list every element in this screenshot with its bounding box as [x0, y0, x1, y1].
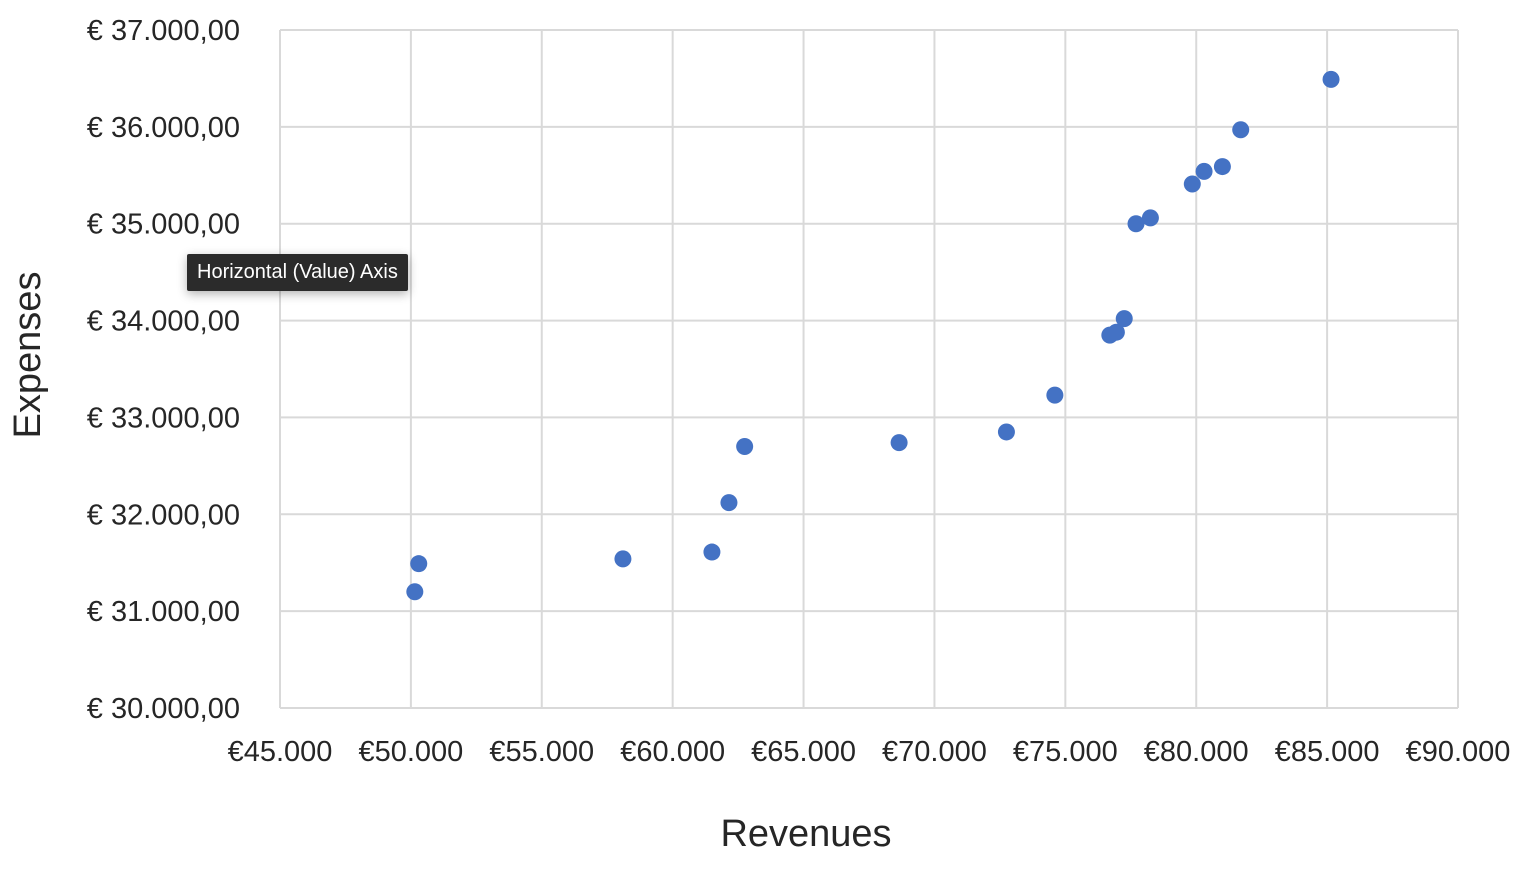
x-tick-label: €90.000 [1406, 736, 1511, 768]
data-point[interactable] [997, 423, 1015, 441]
y-tick-label: € 36.000,00 [87, 112, 240, 144]
x-tick-label: €75.000 [1013, 736, 1118, 768]
y-axis[interactable]: € 30.000,00 € 31.000,00 € 32.000,00 € 33.00… [87, 15, 240, 725]
x-tick-label: €45.000 [228, 736, 333, 768]
data-point[interactable] [410, 555, 428, 573]
data-point[interactable] [1127, 215, 1145, 233]
x-tick-label: €50.000 [358, 736, 463, 768]
data-point[interactable] [890, 434, 908, 452]
x-tick-label: €85.000 [1275, 736, 1380, 768]
data-point[interactable] [1141, 209, 1159, 227]
y-tick-label: € 32.000,00 [87, 499, 240, 531]
x-tick-label: €70.000 [882, 736, 987, 768]
data-point[interactable] [1195, 162, 1213, 180]
x-tick-label: €65.000 [751, 736, 856, 768]
x-axis-title[interactable]: Revenues [720, 813, 891, 855]
axis-tooltip: Horizontal (Value) Axis [187, 254, 408, 291]
y-tick-label: € 31.000,00 [87, 596, 240, 628]
data-point[interactable] [1322, 70, 1340, 88]
data-point[interactable] [1232, 121, 1250, 139]
data-point[interactable] [1107, 323, 1125, 341]
y-tick-label: € 37.000,00 [87, 15, 240, 47]
x-tick-label: €80.000 [1144, 736, 1249, 768]
x-tick-label: €55.000 [489, 736, 594, 768]
data-point[interactable] [703, 543, 721, 561]
y-tick-label: € 35.000,00 [87, 209, 240, 241]
x-axis[interactable]: €45.000 €50.000 €55.000 €60.000 €65.000 €70.0… [228, 736, 1511, 768]
y-tick-label: € 34.000,00 [87, 306, 240, 338]
y-tick-label: € 33.000,00 [87, 402, 240, 434]
data-series[interactable] [406, 70, 1340, 601]
gridlines [279, 29, 1459, 709]
data-point[interactable] [614, 550, 632, 568]
data-point[interactable] [1213, 158, 1231, 176]
data-point[interactable] [1046, 386, 1064, 404]
y-axis-title[interactable]: Expenses [7, 272, 49, 439]
y-tick-label: € 30.000,00 [87, 693, 240, 725]
x-tick-label: €60.000 [620, 736, 725, 768]
data-point[interactable] [1183, 175, 1201, 193]
data-point[interactable] [736, 437, 754, 455]
data-point[interactable] [1115, 310, 1133, 328]
data-point[interactable] [720, 494, 738, 512]
data-point[interactable] [406, 583, 424, 601]
